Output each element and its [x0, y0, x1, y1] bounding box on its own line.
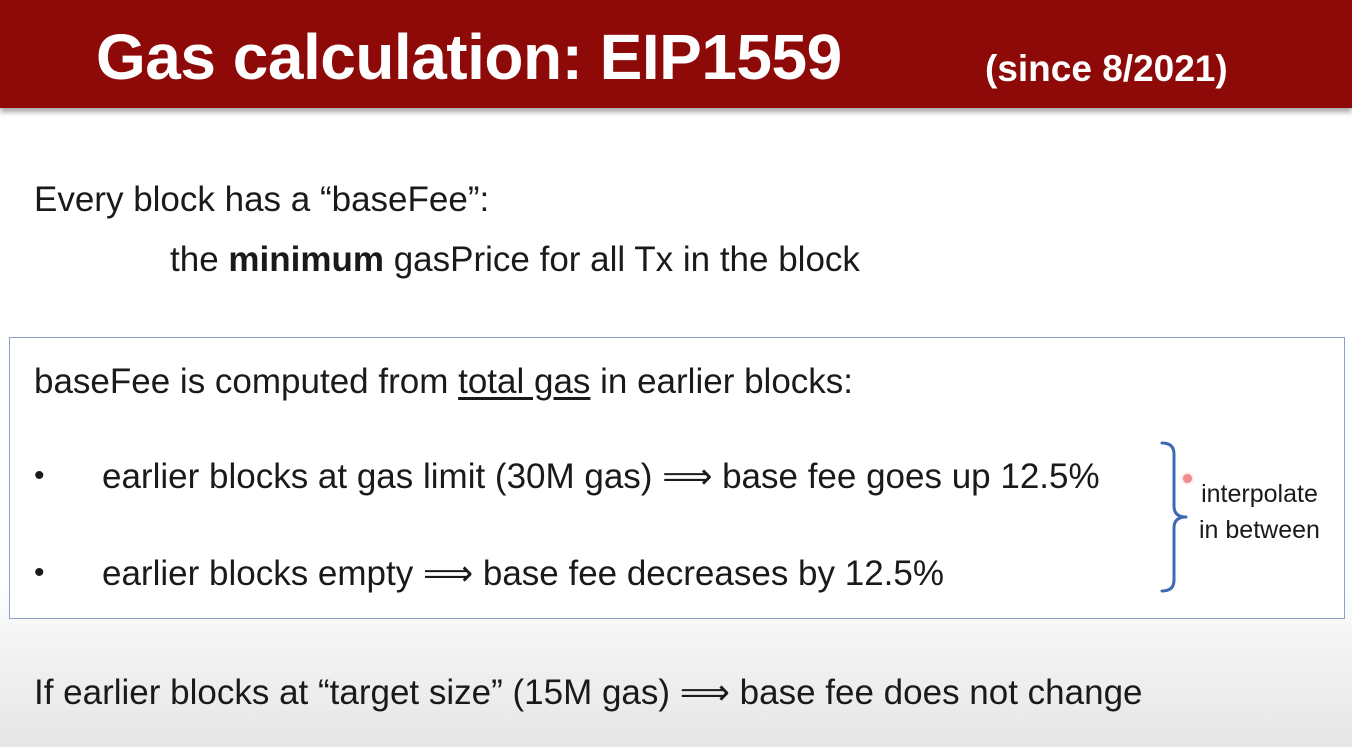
bullet-marker: • [34, 459, 45, 492]
laser-pointer-dot [1183, 474, 1192, 483]
intro-line-2: the minimum gasPrice for all Tx in the b… [170, 240, 860, 280]
target-size-line: If earlier blocks at “target size” (15M … [34, 673, 1143, 712]
box-heading-suffix: in earlier blocks: [590, 362, 854, 401]
slide-title: Gas calculation: EIP1559 [96, 21, 842, 93]
box-heading: baseFee is computed from total gas in ea… [34, 362, 853, 402]
interpolate-note: interpolate in between [1199, 476, 1320, 548]
bullet-marker: • [34, 556, 45, 589]
intro-line-1: Every block has a “baseFee”: [34, 180, 490, 219]
interpolate-note-line-2: in between [1199, 516, 1320, 544]
title-bar: Gas calculation: EIP1559 (since 8/2021) [0, 0, 1352, 108]
bullet-item-gas-limit: earlier blocks at gas limit (30M gas) ⟹ … [102, 457, 1100, 496]
intro-line-2-emphasis: minimum [228, 240, 384, 279]
slide-subtitle: (since 8/2021) [985, 48, 1228, 89]
intro-line-2-suffix: gasPrice for all Tx in the block [383, 240, 860, 279]
intro-line-2-prefix: the [170, 240, 229, 279]
right-curly-brace-icon [1160, 441, 1188, 593]
basefee-box [9, 337, 1345, 619]
bullet-item-empty: earlier blocks empty ⟹ base fee decrease… [102, 554, 944, 593]
box-heading-underlined: total gas [458, 362, 591, 401]
interpolate-note-line-1: interpolate [1201, 480, 1318, 508]
box-heading-prefix: baseFee is computed from [34, 362, 459, 401]
